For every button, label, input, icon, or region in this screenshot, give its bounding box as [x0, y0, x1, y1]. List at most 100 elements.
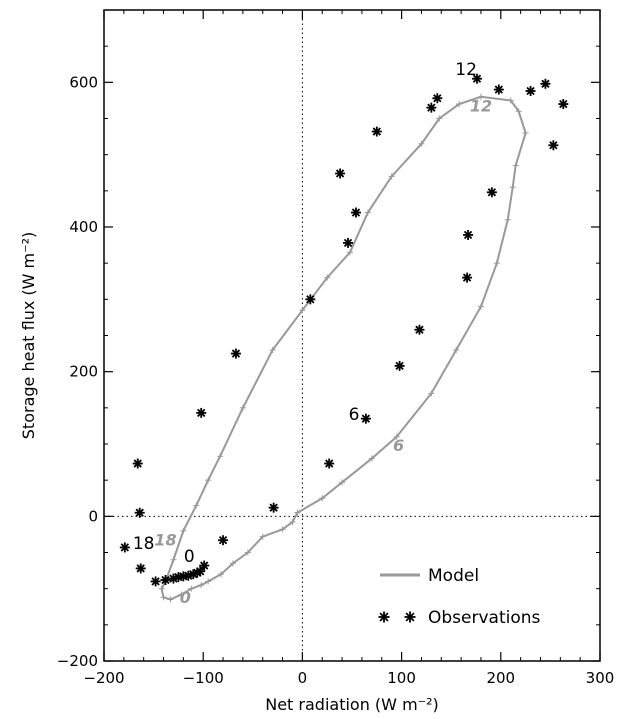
- model-point: [453, 346, 460, 353]
- observation-point: [199, 560, 210, 571]
- observation-hour-label: 6: [349, 405, 360, 425]
- model-point: [188, 585, 195, 592]
- model-point: [193, 502, 200, 509]
- y-tick-label: 400: [69, 218, 98, 236]
- model-hour-label: 6: [393, 436, 404, 455]
- observations-series: [119, 73, 569, 587]
- observation-point: [119, 542, 130, 553]
- observation-point: [371, 126, 382, 137]
- legend-observation-marker: [378, 611, 390, 623]
- observation-point: [343, 237, 354, 248]
- model-point: [205, 477, 212, 484]
- model-point: [477, 303, 484, 310]
- model-point: [170, 556, 177, 563]
- model-point: [368, 455, 375, 462]
- model-point: [324, 274, 331, 281]
- observation-point: [360, 413, 371, 424]
- model-point: [205, 578, 212, 585]
- model-point: [279, 526, 286, 533]
- model-point: [493, 260, 500, 267]
- model-point: [428, 390, 435, 397]
- model-point: [229, 560, 236, 567]
- legend-observations-label: Observations: [428, 608, 541, 628]
- model-point: [347, 249, 354, 256]
- model-point: [515, 108, 522, 115]
- model-point: [319, 495, 326, 502]
- y-axis-label: Storage heat flux (W m⁻²): [19, 232, 38, 439]
- x-tick-label: 100: [387, 669, 416, 687]
- model-point: [299, 307, 306, 314]
- y-tick-label: 600: [69, 73, 98, 91]
- model-point: [388, 173, 395, 180]
- x-axis-label: Net radiation (W m⁻²): [265, 695, 439, 714]
- observation-point: [350, 207, 361, 218]
- observation-point: [558, 99, 569, 110]
- observation-point: [268, 502, 279, 513]
- model-point: [522, 129, 529, 136]
- observation-point: [414, 324, 425, 335]
- legend-observations-swatch: [378, 611, 416, 623]
- observation-point: [394, 360, 405, 371]
- observation-point: [150, 576, 161, 587]
- x-tick-label: 0: [298, 669, 308, 687]
- x-tick-label: 300: [586, 669, 615, 687]
- model-point: [167, 596, 174, 603]
- model-point: [259, 533, 266, 540]
- observation-point: [548, 140, 559, 151]
- model-point: [507, 97, 514, 104]
- x-tick-label: −100: [183, 669, 224, 687]
- observation-point: [132, 458, 143, 469]
- model-point: [244, 549, 251, 556]
- y-tick-label: −200: [57, 652, 98, 670]
- model-point: [180, 527, 187, 534]
- observation-hour-label: 0: [184, 547, 195, 567]
- observation-point: [195, 566, 206, 577]
- model-point: [289, 519, 296, 526]
- y-tick-label: 0: [88, 507, 98, 525]
- model-point: [364, 209, 371, 216]
- model-point: [239, 404, 246, 411]
- observation-point: [486, 187, 497, 198]
- observation-point: [230, 348, 241, 359]
- model-point: [504, 216, 511, 223]
- model-point: [512, 162, 519, 169]
- model-point: [436, 115, 443, 122]
- observation-point: [218, 535, 229, 546]
- model-point: [160, 594, 167, 601]
- model-point: [418, 140, 425, 147]
- observation-point: [540, 78, 551, 89]
- y-tick-label: 200: [69, 363, 98, 381]
- model-line: [160, 95, 527, 601]
- observation-point: [305, 294, 316, 305]
- model-point: [509, 184, 516, 191]
- model-point: [158, 585, 165, 592]
- model-point: [456, 101, 463, 108]
- model-point: [218, 571, 225, 578]
- model-point: [477, 93, 484, 100]
- observation-point: [335, 168, 346, 179]
- observation-hour-label: 12: [455, 60, 477, 80]
- model-point: [294, 509, 301, 516]
- model-point: [269, 346, 276, 353]
- model-point: [339, 479, 346, 486]
- observation-point: [324, 458, 335, 469]
- observation-point: [471, 73, 482, 84]
- model-hour-label: 0: [180, 588, 191, 607]
- legend: Model Observations: [378, 566, 541, 628]
- model-point: [217, 453, 224, 460]
- model-series: [158, 93, 529, 603]
- observation-point: [196, 407, 207, 418]
- reference-lines: [104, 10, 600, 661]
- model-point: [393, 433, 400, 440]
- model-hour-label: 12: [470, 96, 492, 115]
- observation-point: [493, 84, 504, 95]
- x-tick-label: −200: [83, 669, 124, 687]
- observation-point: [134, 507, 145, 518]
- plot-frame: [103, 9, 601, 662]
- model-hour-label: 18: [154, 530, 176, 549]
- model-point: [198, 582, 205, 589]
- observation-point: [426, 102, 437, 113]
- legend-model-label: Model: [428, 566, 479, 586]
- observation-point: [525, 86, 536, 97]
